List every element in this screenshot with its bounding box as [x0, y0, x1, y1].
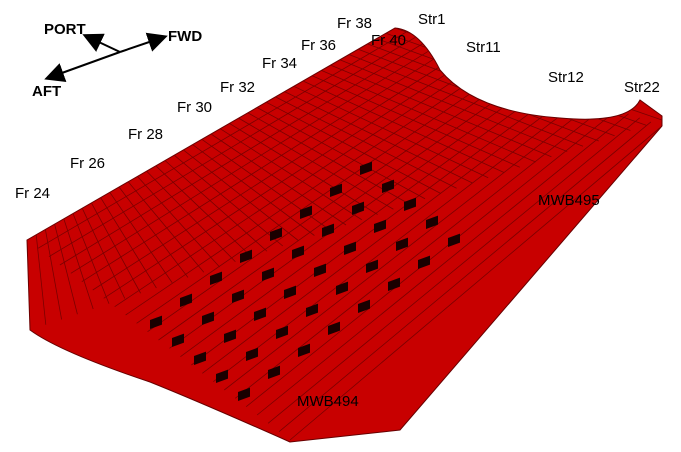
frame-label: Fr 28: [128, 126, 163, 143]
frame-label: Fr 36: [301, 37, 336, 54]
fwd-label: FWD: [168, 28, 202, 45]
frame-label: Fr 30: [177, 99, 212, 116]
stringer-label: Str11: [466, 39, 501, 56]
port-label: PORT: [44, 21, 86, 38]
frame-label: Fr 32: [220, 79, 255, 96]
stringer-label: Str12: [548, 69, 584, 86]
frame-label: Fr 40: [371, 32, 406, 49]
stringer-label: Str22: [624, 79, 660, 96]
orientation-arrows: [48, 36, 164, 78]
aft-label: AFT: [32, 83, 61, 100]
frame-label: Fr 24: [15, 185, 50, 202]
fuselage-shell: [27, 28, 662, 442]
fem-model-view: PORT FWD AFT Fr 24 Fr 26 Fr 28 Fr 30 Fr …: [0, 0, 681, 452]
frame-label: Fr 26: [70, 155, 105, 172]
bulkhead-label: MWB495: [538, 192, 600, 209]
bulkhead-label: MWB494: [297, 393, 359, 410]
stringer-label: Str1: [418, 11, 446, 28]
frame-label: Fr 34: [262, 55, 297, 72]
frame-label: Fr 38: [337, 15, 372, 32]
